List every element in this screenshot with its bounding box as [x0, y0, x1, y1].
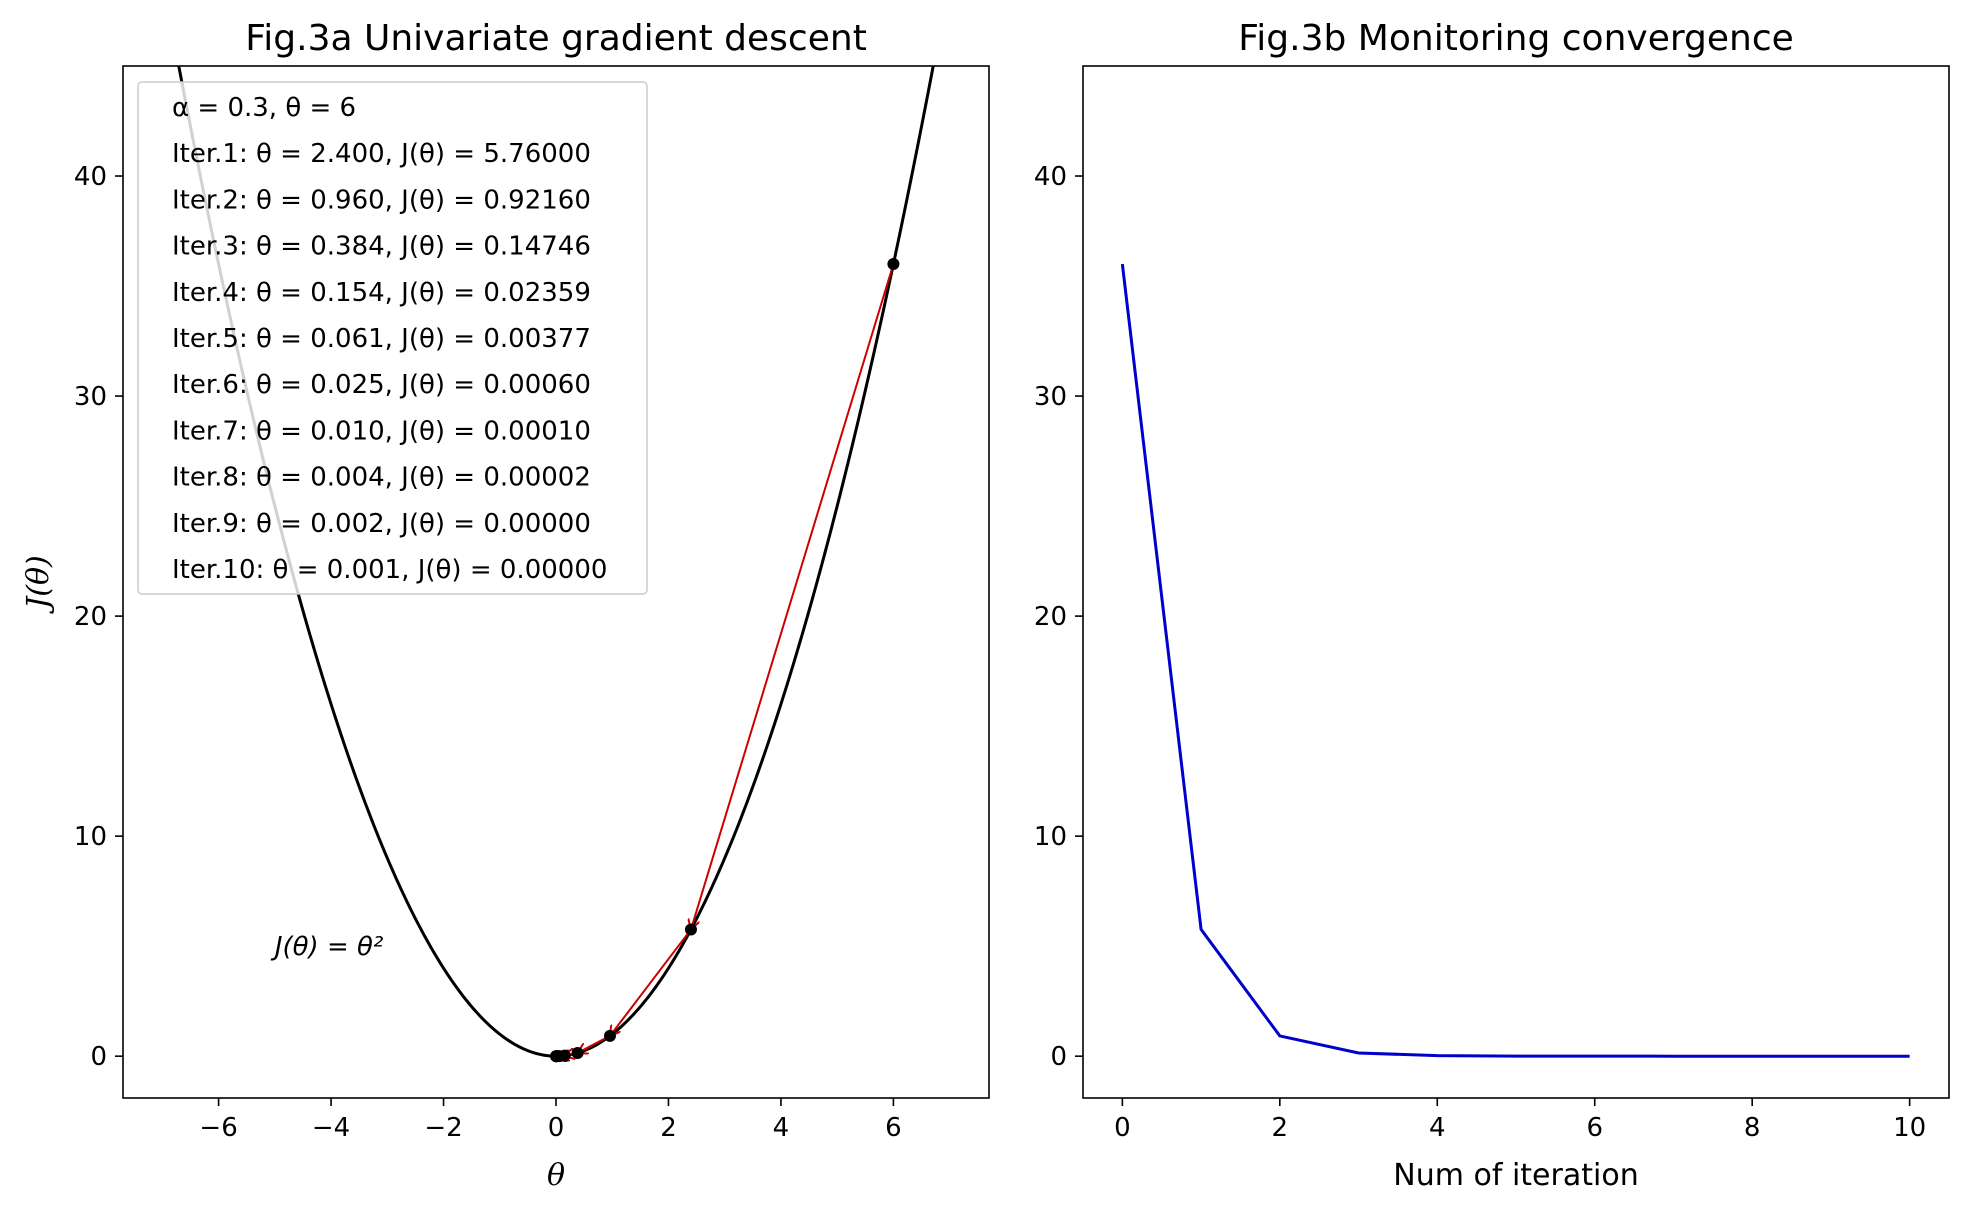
a-x-tick-label: 0: [548, 1113, 565, 1143]
descent-point: [571, 1046, 584, 1059]
legend-entry: Iter.2: θ = 0.960, J(θ) = 0.92160: [172, 185, 591, 215]
b-y-tick-label: 40: [1034, 162, 1067, 192]
a-x-tick-label: −2: [424, 1113, 462, 1143]
axes-frame-b: [1082, 65, 1950, 1099]
plot-area-b: [1120, 263, 1910, 1058]
legend-header: α = 0.3, θ = 6: [172, 93, 356, 123]
y-axis-label-a: J(θ): [21, 555, 56, 615]
legend-entry: Iter.7: θ = 0.010, J(θ) = 0.00010: [172, 416, 591, 446]
axis-ticks-a: −6 −4 −2 0 2 4 6 0 10 20 30 40: [74, 162, 902, 1143]
b-x-tick-label: 8: [1744, 1113, 1761, 1143]
legend-entry: Iter.10: θ = 0.001, J(θ) = 0.00000: [172, 555, 607, 585]
legend-box: [137, 81, 648, 595]
chart-title-b: Fig.3b Monitoring convergence: [1238, 18, 1794, 59]
a-x-tick-label: −4: [312, 1113, 350, 1143]
x-axis-label-a: θ: [547, 1158, 565, 1193]
legend-entry: Iter.1: θ = 2.400, J(θ) = 5.76000: [172, 139, 591, 169]
legend-entry: Iter.6: θ = 0.025, J(θ) = 0.00060: [172, 370, 591, 400]
legend-entry: Iter.8: θ = 0.004, J(θ) = 0.00002: [172, 463, 591, 493]
a-x-tick-label: 6: [885, 1113, 902, 1143]
panel-gradient-descent: Fig.3a Univariate gradient descent −6 −4−…: [21, 18, 990, 1193]
descent-point: [550, 1050, 563, 1063]
b-y-tick-label: 0: [1050, 1042, 1067, 1072]
a-y-tick-label: 40: [74, 162, 107, 192]
b-y-tick-label: 30: [1034, 382, 1067, 412]
descent-point: [603, 1029, 616, 1042]
a-y-tick-label: 0: [90, 1042, 107, 1072]
convergence-line: [1120, 263, 1910, 1058]
descent-arrow: [610, 928, 692, 1035]
descent-point: [684, 923, 697, 936]
a-y-tick-label: 10: [74, 822, 107, 852]
x-axis-label-b: Num of iteration: [1393, 1158, 1638, 1193]
chart-title-a: Fig.3a Univariate gradient descent: [245, 18, 867, 59]
b-x-tick-label: 0: [1114, 1113, 1131, 1143]
axes-frame-a: [122, 65, 990, 1099]
legend-entry: Iter.9: θ = 0.002, J(θ) = 0.00000: [172, 509, 591, 539]
descent-point: [887, 258, 900, 271]
legend-entry: Iter.3: θ = 0.384, J(θ) = 0.14746: [172, 232, 591, 262]
b-x-tick-label: 10: [1893, 1113, 1926, 1143]
descent-points: [550, 258, 900, 1063]
legend: α = 0.3, θ = 6 Iter.1: θ = 2.400, J(θ) = …: [137, 81, 648, 595]
b-y-tick-label: 20: [1034, 602, 1067, 632]
a-x-tick-label: −6: [199, 1113, 237, 1143]
descent-arrow: [578, 1035, 611, 1053]
a-x-tick-label: 4: [773, 1113, 790, 1143]
a-x-tick-label: 2: [660, 1113, 677, 1143]
legend-entry: Iter.4: θ = 0.154, J(θ) = 0.02359: [172, 278, 591, 308]
b-x-tick-label: 6: [1586, 1113, 1603, 1143]
axis-ticks-b: 0 2 4 6 8 10 0 10 20 30 40: [1034, 162, 1926, 1143]
legend-entry: Iter.5: θ = 0.061, J(θ) = 0.00377: [172, 324, 591, 354]
a-y-tick-label: 30: [74, 382, 107, 412]
descent-arrow: [691, 263, 895, 929]
b-y-tick-label: 10: [1034, 822, 1067, 852]
b-x-tick-label: 2: [1272, 1113, 1289, 1143]
curve-annotation: J(θ) = θ²: [270, 932, 384, 962]
panel-convergence: Fig.3b Monitoring convergence 0 2 4 6 8 10 0 10…: [1034, 18, 1950, 1193]
b-x-tick-label: 4: [1429, 1113, 1446, 1143]
a-y-tick-label: 20: [74, 602, 107, 632]
